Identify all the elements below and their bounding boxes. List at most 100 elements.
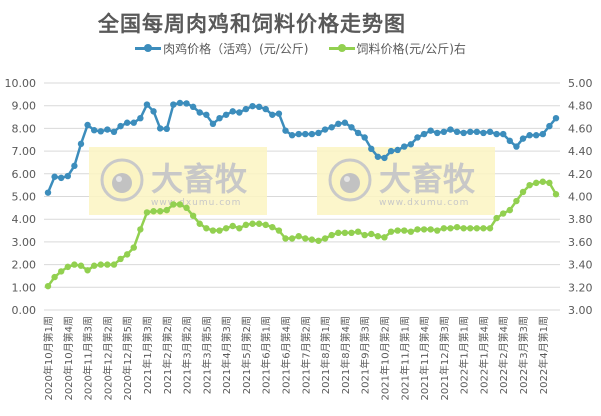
data-point[interactable] — [374, 153, 382, 160]
data-point[interactable] — [104, 126, 111, 133]
data-point[interactable] — [216, 227, 223, 234]
data-point[interactable] — [407, 141, 415, 148]
data-point[interactable] — [51, 273, 58, 281]
data-point[interactable] — [275, 110, 283, 117]
data-point[interactable] — [539, 130, 547, 138]
data-point[interactable] — [539, 178, 547, 185]
data-point[interactable] — [110, 261, 118, 268]
data-point[interactable] — [216, 114, 223, 122]
data-point[interactable] — [189, 212, 197, 219]
data-point[interactable] — [64, 172, 71, 180]
data-point[interactable] — [354, 228, 362, 235]
data-point[interactable] — [170, 201, 177, 208]
data-point[interactable] — [189, 103, 197, 111]
data-point[interactable] — [163, 125, 170, 133]
data-point[interactable] — [335, 229, 342, 237]
data-point[interactable] — [209, 120, 217, 128]
data-point[interactable] — [262, 221, 269, 229]
data-point[interactable] — [203, 111, 210, 118]
data-point[interactable] — [354, 129, 362, 137]
data-point[interactable] — [460, 225, 467, 232]
data-point[interactable] — [104, 261, 111, 268]
data-point[interactable] — [282, 235, 289, 242]
data-point[interactable] — [526, 132, 533, 139]
data-point[interactable] — [546, 122, 553, 130]
data-point[interactable] — [269, 223, 276, 231]
data-point[interactable] — [44, 282, 52, 290]
data-point[interactable] — [295, 130, 302, 138]
data-point[interactable] — [341, 119, 349, 126]
data-point[interactable] — [196, 109, 203, 116]
data-point[interactable] — [170, 101, 177, 108]
data-point[interactable] — [513, 197, 520, 205]
data-point[interactable] — [440, 128, 448, 136]
data-point[interactable] — [321, 126, 329, 133]
data-point[interactable] — [328, 231, 335, 239]
data-point[interactable] — [467, 128, 474, 136]
data-point[interactable] — [414, 134, 421, 141]
data-point[interactable] — [387, 147, 395, 155]
data-point[interactable] — [196, 220, 203, 227]
data-point[interactable] — [308, 130, 316, 138]
data-point[interactable] — [229, 222, 236, 230]
data-point[interactable] — [163, 206, 170, 214]
data-point[interactable] — [262, 105, 269, 113]
data-point[interactable] — [552, 191, 560, 198]
data-point[interactable] — [480, 129, 487, 137]
data-point[interactable] — [401, 143, 408, 150]
data-point[interactable] — [302, 235, 309, 242]
data-point[interactable] — [447, 126, 454, 133]
data-point[interactable] — [156, 208, 164, 215]
data-point[interactable] — [150, 108, 157, 115]
data-point[interactable] — [348, 124, 355, 131]
data-point[interactable] — [84, 267, 91, 274]
data-point[interactable] — [130, 119, 137, 126]
data-point[interactable] — [288, 235, 296, 242]
data-point[interactable] — [295, 233, 302, 240]
data-point[interactable] — [493, 214, 500, 222]
data-point[interactable] — [71, 162, 78, 170]
data-point[interactable] — [473, 128, 481, 136]
legend-item-feed-price[interactable]: 饲料价格(元/公斤)右 — [328, 40, 466, 57]
data-point[interactable] — [137, 226, 144, 233]
data-point[interactable] — [453, 223, 461, 231]
data-point[interactable] — [414, 226, 421, 233]
data-point[interactable] — [315, 237, 322, 244]
data-point[interactable] — [117, 122, 124, 130]
data-point[interactable] — [255, 103, 263, 111]
data-point[interactable] — [203, 225, 210, 232]
data-point[interactable] — [381, 154, 388, 162]
data-point[interactable] — [546, 179, 553, 187]
data-point[interactable] — [387, 228, 395, 235]
data-point[interactable] — [282, 127, 289, 134]
data-point[interactable] — [242, 221, 250, 229]
data-point[interactable] — [407, 228, 415, 235]
data-point[interactable] — [473, 225, 481, 232]
data-point[interactable] — [255, 220, 263, 227]
data-point[interactable] — [361, 231, 368, 239]
data-point[interactable] — [460, 129, 467, 137]
data-point[interactable] — [90, 127, 98, 134]
data-point[interactable] — [57, 174, 65, 182]
data-point[interactable] — [533, 179, 540, 187]
data-point[interactable] — [90, 262, 98, 269]
data-point[interactable] — [150, 208, 157, 215]
data-point[interactable] — [533, 132, 540, 139]
data-point[interactable] — [236, 109, 243, 116]
data-point[interactable] — [222, 225, 230, 232]
data-point[interactable] — [480, 225, 487, 232]
data-point[interactable] — [486, 225, 494, 232]
data-point[interactable] — [341, 229, 349, 237]
data-point[interactable] — [420, 130, 428, 138]
data-point[interactable] — [427, 226, 434, 233]
data-point[interactable] — [348, 229, 355, 237]
data-point[interactable] — [434, 227, 441, 234]
data-point[interactable] — [302, 130, 309, 138]
data-point[interactable] — [130, 244, 137, 251]
data-point[interactable] — [71, 261, 78, 268]
data-point[interactable] — [394, 227, 401, 234]
data-point[interactable] — [500, 210, 507, 217]
data-point[interactable] — [229, 108, 236, 115]
data-point[interactable] — [453, 128, 461, 136]
data-point[interactable] — [183, 100, 190, 107]
